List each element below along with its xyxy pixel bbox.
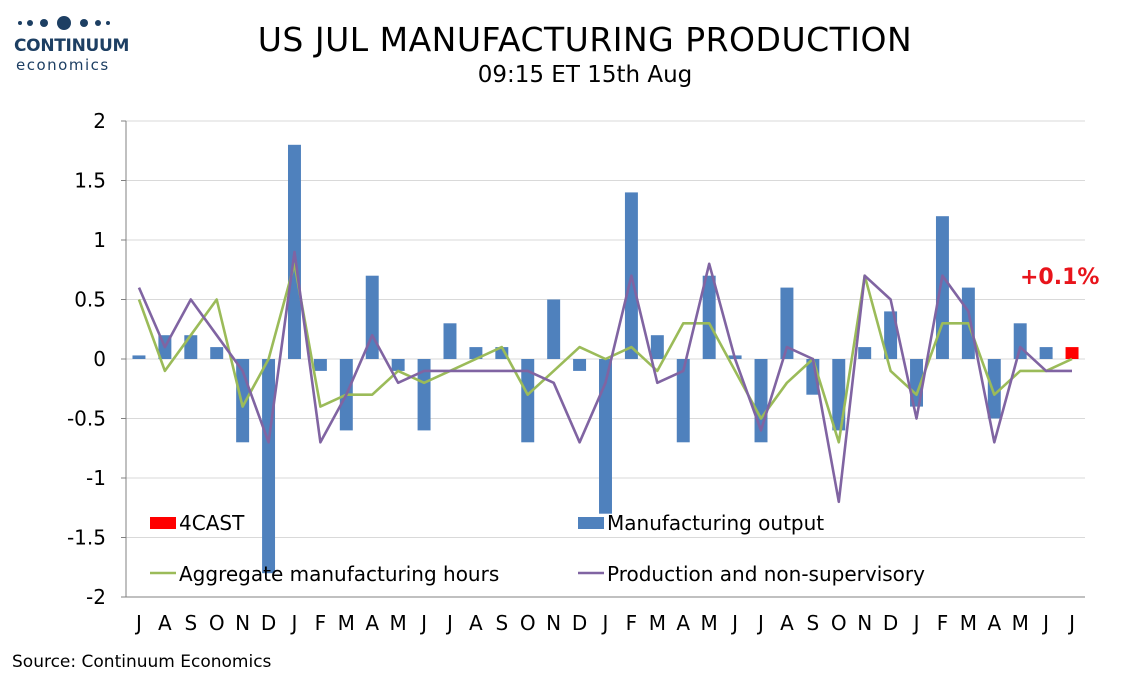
- x-tick-label: D: [572, 611, 587, 635]
- x-tick-label: J: [756, 611, 764, 635]
- output-bar: [858, 347, 872, 359]
- x-tick-label: M: [649, 611, 666, 635]
- x-tick-label: A: [987, 611, 1001, 635]
- x-tick-label: N: [235, 611, 250, 635]
- output-bar: [443, 323, 457, 359]
- x-tick-label: O: [209, 611, 225, 635]
- legend-swatch: [150, 517, 176, 529]
- x-tick-label: A: [676, 611, 690, 635]
- line-series: [137, 250, 1073, 504]
- output-bar: [495, 347, 509, 359]
- forecast-bar: [1065, 347, 1079, 359]
- y-tick-label: 0.5: [74, 288, 106, 312]
- x-tick-label: J: [601, 611, 609, 635]
- legend-label: 4CAST: [179, 511, 245, 535]
- output-bar: [573, 359, 587, 371]
- x-tick-label: M: [1012, 611, 1029, 635]
- x-tick-label: J: [445, 611, 453, 635]
- output-bar: [599, 359, 612, 514]
- x-tick-label: S: [184, 611, 197, 635]
- x-tick-label: N: [546, 611, 561, 635]
- legend: 4CAST Manufacturing output Aggregate manuf…: [150, 511, 925, 586]
- chart-subtitle: 09:15 ET 15th Aug: [477, 62, 693, 88]
- x-tick-label: J: [912, 611, 920, 635]
- x-tick-label: J: [1041, 611, 1049, 635]
- production-line: [137, 250, 1072, 504]
- forecast-callout: +0.1%: [1020, 265, 1100, 290]
- x-tick-label: M: [390, 611, 407, 635]
- chart-title: US JUL MANUFACTURING PRODUCTION: [257, 20, 913, 59]
- legend-label: Aggregate manufacturing hours: [179, 562, 499, 586]
- x-tick-label: A: [780, 611, 794, 635]
- output-bar: [184, 335, 198, 359]
- x-tick-label: O: [831, 611, 847, 635]
- output-bar: [521, 359, 535, 443]
- hours-line: [137, 262, 1073, 444]
- output-bar: [702, 275, 716, 359]
- output-bar: [987, 359, 1001, 419]
- x-tick-label: O: [520, 611, 536, 635]
- output-bar: [884, 311, 898, 359]
- x-tick-label: J: [419, 611, 427, 635]
- x-tick-label: A: [365, 611, 379, 635]
- x-tick-label: D: [261, 611, 276, 635]
- x-tick-label: F: [937, 611, 949, 635]
- output-bar: [262, 359, 276, 574]
- x-tick-label: S: [495, 611, 508, 635]
- output-bar: [469, 347, 483, 359]
- x-tick-label: F: [315, 611, 327, 635]
- logo-subtitle: economics: [16, 56, 110, 74]
- y-tick-label: 2: [93, 109, 106, 133]
- x-tick-label: N: [857, 611, 872, 635]
- y-tick-label: 0: [93, 347, 106, 371]
- source-note: Source: Continuum Economics: [12, 652, 272, 672]
- y-tick-label: -1: [86, 466, 106, 490]
- x-tick-label: J: [290, 611, 298, 635]
- output-bar: [391, 359, 405, 371]
- output-bar: [1013, 323, 1027, 359]
- output-bar: [650, 335, 664, 359]
- output-bar: [832, 359, 846, 431]
- legend-swatch: [578, 517, 604, 529]
- output-bar: [676, 359, 690, 443]
- x-tick-label: M: [701, 611, 718, 635]
- legend-label: Manufacturing output: [607, 511, 824, 535]
- logo-name: CONTINUUM: [14, 36, 130, 56]
- output-bar: [365, 275, 379, 359]
- x-tick-label: D: [883, 611, 898, 635]
- output-bar: [780, 287, 794, 359]
- x-tick-label: S: [806, 611, 819, 635]
- x-tick-label: J: [730, 611, 738, 635]
- x-tick-label: M: [960, 611, 977, 635]
- y-tick-label: -1.5: [67, 526, 106, 550]
- y-tick-label: 1: [93, 228, 106, 252]
- y-tick-label: 1.5: [74, 169, 106, 193]
- output-bar: [1039, 347, 1053, 359]
- x-tick-label: J: [134, 611, 142, 635]
- logo-dots-icon: [18, 16, 110, 30]
- y-tick-label: -2: [86, 585, 106, 609]
- x-tick-label: A: [158, 611, 172, 635]
- output-bar: [210, 347, 224, 359]
- x-tick-label: J: [1067, 611, 1075, 635]
- x-tick-label: F: [626, 611, 638, 635]
- output-bar: [313, 359, 327, 371]
- output-bar: [132, 355, 146, 359]
- x-tick-label: M: [338, 611, 355, 635]
- x-tick-label: A: [469, 611, 483, 635]
- y-tick-label: -0.5: [67, 407, 106, 431]
- output-bar: [547, 299, 561, 359]
- output-bar: [417, 359, 431, 431]
- y-axis: 2 1.5 1 0.5 0 -0.5 -1 -1.5 -2: [67, 109, 127, 609]
- legend-label: Production and non-supervisory: [607, 562, 925, 586]
